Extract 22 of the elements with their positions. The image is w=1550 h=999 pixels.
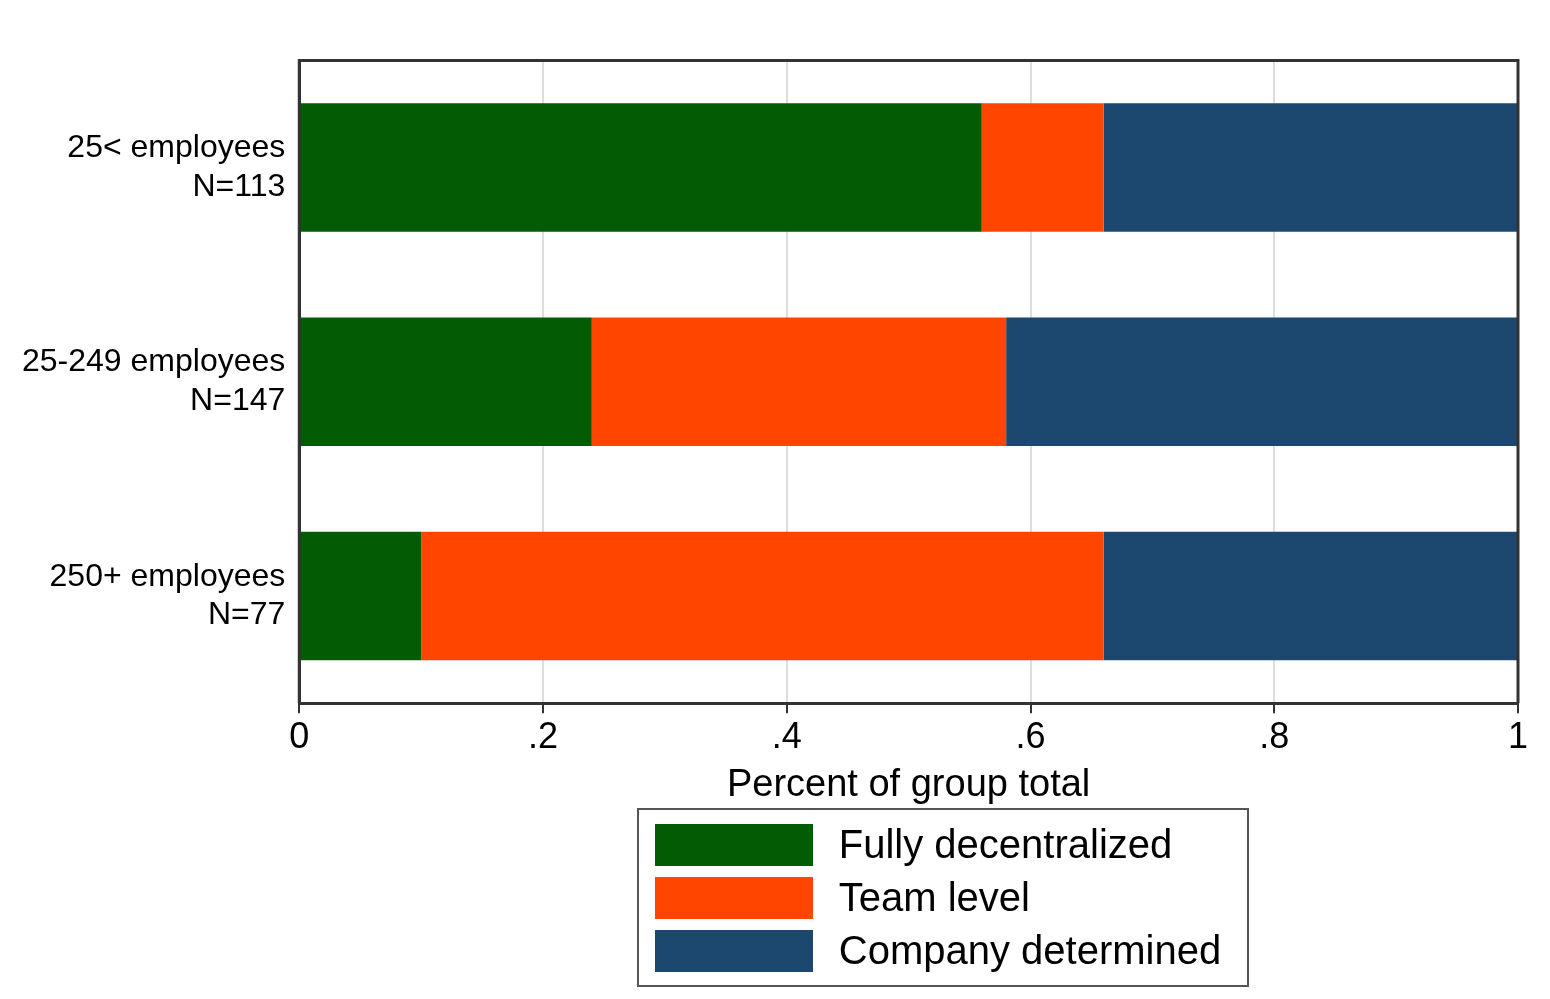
bar	[300, 317, 592, 447]
x-tick-label: .4	[771, 714, 802, 756]
bar	[300, 531, 422, 661]
x-axis-title: Percent of group total	[726, 761, 1091, 804]
bar	[1103, 103, 1518, 232]
x-tick-label: 1	[1507, 714, 1529, 756]
bar	[421, 531, 1104, 661]
x-tick-label: 0	[289, 714, 310, 756]
legend-label: Team level	[838, 875, 1030, 920]
bar	[981, 103, 1104, 232]
x-tick-label: .6	[1015, 714, 1046, 756]
bar	[300, 103, 982, 232]
x-tick-label: .2	[528, 714, 559, 756]
y-tick-label: 25-249 employees N=147	[22, 342, 286, 417]
legend-label: Fully decentralized	[838, 822, 1173, 867]
legend-label: Company determined	[838, 928, 1222, 973]
y-tick-label: 250+ employees N=77	[49, 556, 286, 632]
bar	[591, 317, 1007, 447]
bar	[1103, 531, 1518, 661]
x-tick-label: .8	[1259, 714, 1290, 756]
bar	[1006, 317, 1518, 447]
y-tick-label: 25< employees N=113	[67, 128, 286, 203]
